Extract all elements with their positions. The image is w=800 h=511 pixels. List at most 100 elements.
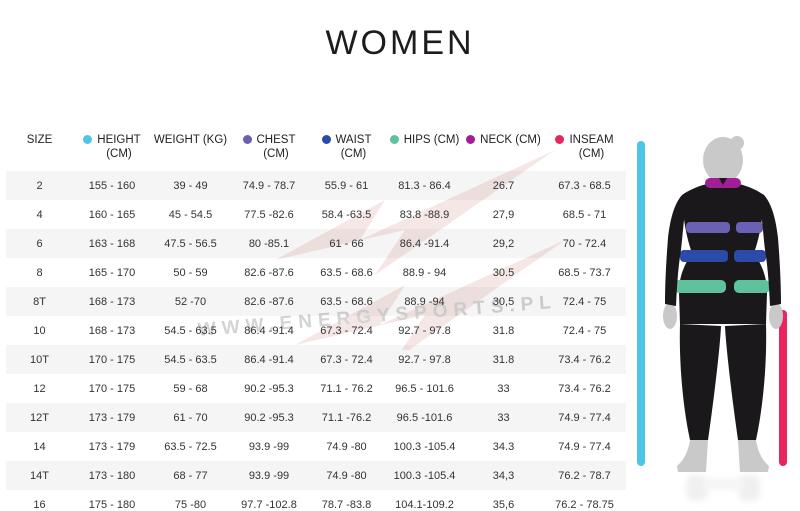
- table-row: 12T 173 - 179 61 - 70 90.2 -95.3 71.1 -76.2 9…: [6, 403, 626, 432]
- column-header-label: NECK (CM): [480, 134, 541, 146]
- table-cell: 59 - 68: [173, 382, 208, 395]
- table-cell: 68 - 77: [173, 469, 208, 482]
- table-cell: 74.9 -80: [326, 469, 367, 482]
- table-cell: 75 -80: [174, 498, 207, 511]
- table-cell: 67.3 - 68.5: [558, 179, 611, 192]
- table-cell: 55.9 - 61: [324, 179, 369, 192]
- table-cell: 74.9 - 77.4: [558, 440, 611, 453]
- figure-skin: [663, 136, 783, 472]
- table-body: 2 155 - 160 39 - 49 74.9 - 78.7 55.9 - 61 81.…: [6, 171, 626, 511]
- table-cell: 88.9 - 94: [402, 266, 447, 279]
- table-cell: 100.3 -105.4: [393, 440, 456, 453]
- table-cell: 33: [497, 382, 510, 395]
- table-row: 6 163 - 168 47.5 - 56.5 80 -85.1 61 - 66 86.4…: [6, 229, 626, 258]
- size-table: SIZE HEIGHT (CM) WEIGHT (KG) CHEST (CM) WAIST(…: [6, 122, 626, 511]
- table-cell: 73.4 - 76.2: [558, 353, 611, 366]
- table-cell: 74.9 -80: [326, 440, 367, 453]
- table-cell: 74.9 - 78.7: [242, 179, 296, 192]
- table-cell: 2: [36, 179, 43, 192]
- table-row: 4 160 - 165 45 - 54.5 77.5 -82.6 58.4 -63.5 8…: [6, 200, 626, 229]
- table-cell: 92.7 - 97.8: [398, 353, 451, 366]
- column-header-label: WAIST (CM): [335, 134, 372, 160]
- table-cell: 68.5 - 71: [562, 208, 607, 221]
- table-cell: 63.5 - 68.6: [320, 295, 373, 308]
- table-row: 12 170 - 175 59 - 68 90.2 -95.3 71.1 - 76.2 9…: [6, 374, 626, 403]
- table-cell: 58.4 -63.5: [321, 208, 372, 221]
- waist-band: [734, 250, 766, 262]
- column-header: HIPS (CM): [385, 122, 464, 147]
- table-row: 8 165 - 170 50 - 59 82.6 -87.6 63.5 - 68.6 88…: [6, 258, 626, 287]
- table-cell: 35,6: [492, 498, 515, 511]
- table-row: 16 175 - 180 75 -80 97.7 -102.8 78.7 -83.8 10…: [6, 490, 626, 511]
- table-cell: 104.1-109.2: [395, 498, 454, 511]
- waist-band: [680, 250, 728, 262]
- table-row: 14 173 - 179 63.5 - 72.5 93.9 -99 74.9 -80 10…: [6, 432, 626, 461]
- table-cell: 47.5 - 56.5: [164, 237, 217, 250]
- table-cell: 175 - 180: [88, 498, 136, 511]
- table-cell: 86.4 -91.4: [399, 237, 450, 250]
- height-legend-dot: [83, 135, 93, 144]
- table-cell: 160 - 165: [88, 208, 136, 221]
- waist-legend-dot: [321, 135, 331, 144]
- chest-legend-dot: [242, 135, 252, 144]
- table-row: 2 155 - 160 39 - 49 74.9 - 78.7 55.9 - 61 81.…: [6, 171, 626, 200]
- column-header-label: HEIGHT (CM): [97, 134, 141, 160]
- table-cell: 93.9 -99: [248, 440, 290, 453]
- table-cell: 31.8: [492, 353, 515, 366]
- column-header: CHEST (CM): [230, 122, 308, 161]
- figure-arms: [665, 195, 781, 306]
- table-row: 8T 168 - 173 52 -70 82.6 -87.6 63.5 - 68.6 88…: [6, 287, 626, 316]
- table-cell: 80 -85.1: [248, 237, 290, 250]
- table-cell: 173 - 179: [88, 440, 136, 453]
- table-cell: 14T: [30, 469, 49, 482]
- column-header-label: WEIGHT (KG): [153, 134, 228, 146]
- column-header: HEIGHT (CM): [73, 122, 151, 161]
- table-cell: 8T: [33, 295, 46, 308]
- table-cell: 10T: [30, 353, 49, 366]
- table-cell: 74.9 - 77.4: [558, 411, 611, 424]
- table-cell: 72.4 - 75: [562, 324, 607, 337]
- table-cell: 71.1 -76.2: [321, 411, 372, 424]
- column-header-label: HIPS (CM): [403, 134, 460, 146]
- table-cell: 68.5 - 73.7: [558, 266, 611, 279]
- right-hand: [769, 303, 783, 329]
- table-cell: 76.2 - 78.7: [558, 469, 611, 482]
- chest-band: [736, 222, 763, 233]
- table-cell: 81.3 - 86.4: [398, 179, 451, 192]
- table-cell: 50 - 59: [173, 266, 208, 279]
- table-cell: 78.7 -83.8: [321, 498, 372, 511]
- column-header-label: CHEST (CM): [256, 134, 296, 160]
- table-cell: 155 - 160: [88, 179, 136, 192]
- hips-band: [734, 280, 770, 293]
- table-cell: 71.1 - 76.2: [320, 382, 373, 395]
- table-cell: 83.8 -88.9: [399, 208, 450, 221]
- left-hand: [663, 303, 677, 329]
- table-cell: 168 - 173: [88, 324, 136, 337]
- table-cell: 173 - 179: [88, 411, 136, 424]
- table-cell: 96.5 -101.6: [396, 411, 453, 424]
- table-cell: 54.5 - 63.5: [164, 324, 217, 337]
- table-cell: 100.3 -105.4: [393, 469, 456, 482]
- table-row: 10 168 - 173 54.5 - 63.5 86.4 -91.4 67.3 - 7…: [6, 316, 626, 345]
- table-row: 10T 170 - 175 54.5 - 63.5 86.4 -91.4 67.3 - …: [6, 345, 626, 374]
- table-cell: 72.4 - 75: [562, 295, 607, 308]
- table-cell: 8: [36, 266, 43, 279]
- column-header: WAIST (CM): [308, 122, 385, 161]
- table-cell: 14: [33, 440, 46, 453]
- table-cell: 168 - 173: [88, 295, 136, 308]
- brand-bolt-watermark: [275, 150, 565, 350]
- table-cell: 170 - 175: [88, 353, 136, 366]
- table-cell: 93.9 -99: [248, 469, 290, 482]
- hips-band: [674, 280, 726, 293]
- column-header-label: SIZE: [26, 134, 53, 146]
- table-cell: 73.4 - 76.2: [558, 382, 611, 395]
- column-header: INSEAM (CM): [543, 122, 626, 161]
- inseam-legend-dot: [555, 135, 565, 144]
- table-cell: 90.2 -95.3: [244, 382, 294, 395]
- column-header: NECK (CM): [464, 122, 543, 147]
- hips-legend-dot: [389, 135, 399, 144]
- table-cell: 33: [497, 411, 510, 424]
- table-cell: 86.4 -91.4: [244, 353, 294, 366]
- table-cell: 12: [33, 382, 46, 395]
- table-cell: 76.2 - 78.75: [555, 498, 614, 511]
